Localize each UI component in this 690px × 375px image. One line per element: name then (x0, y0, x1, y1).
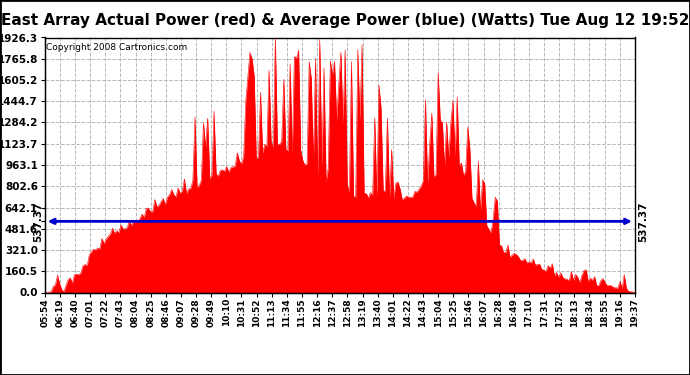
Text: East Array Actual Power (red) & Average Power (blue) (Watts) Tue Aug 12 19:52: East Array Actual Power (red) & Average … (1, 13, 689, 28)
Text: Copyright 2008 Cartronics.com: Copyright 2008 Cartronics.com (46, 43, 187, 52)
Text: 537.37: 537.37 (638, 201, 648, 242)
